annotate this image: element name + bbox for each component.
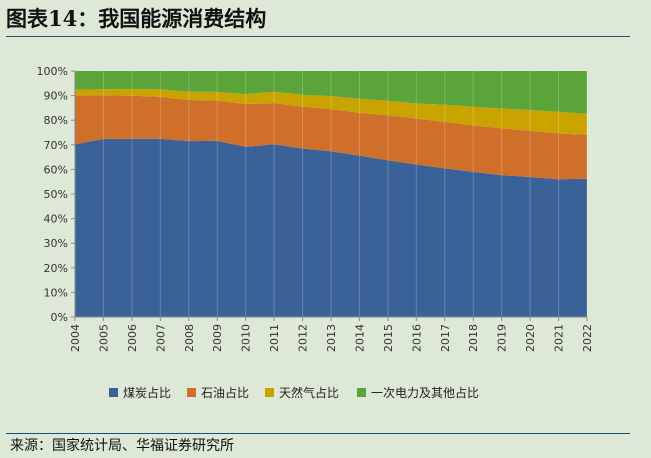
x-tick-label: 2016 (410, 324, 423, 352)
y-tick-label: 20% (44, 262, 68, 275)
area-series-3 (75, 89, 587, 135)
x-tick-label: 2022 (581, 324, 594, 352)
legend-swatch-3 (265, 388, 274, 397)
y-tick-label: 40% (44, 213, 68, 226)
x-tick-label: 2018 (467, 324, 480, 352)
area-series-1 (75, 138, 587, 317)
y-tick-label: 10% (44, 286, 68, 299)
x-tick-label: 2017 (439, 324, 452, 352)
y-tick-label: 80% (44, 114, 68, 127)
x-tick-label: 2020 (524, 324, 537, 352)
x-tick-label: 2006 (126, 324, 139, 352)
y-tick-label: 50% (44, 188, 68, 201)
x-tick-label: 2019 (496, 324, 509, 352)
page-title: 图表14：我国能源消费结构 (6, 6, 267, 31)
y-tick-label: 0% (51, 311, 68, 324)
legend-swatch-1 (109, 388, 118, 397)
y-tick-label: 100% (37, 65, 68, 78)
legend-swatch-2 (187, 388, 196, 397)
legend-label-1: 煤炭占比 (123, 385, 171, 400)
y-tick-label: 60% (44, 163, 68, 176)
x-tick-label: 2011 (268, 324, 281, 352)
y-tick-label: 70% (44, 139, 68, 152)
footer-divider (6, 433, 630, 434)
x-tick-label: 2013 (325, 324, 338, 352)
x-tick-label: 2021 (553, 324, 566, 352)
legend-label-4: 一次电力及其他占比 (371, 385, 479, 400)
x-tick-label: 2014 (353, 324, 366, 352)
energy-structure-chart: 0% 10% 20% 30% 40% 50% 60% 70% 80% 90% 100% 2004 200… (37, 65, 594, 400)
x-tick-label: 2008 (183, 324, 196, 352)
y-tick-label: 30% (44, 237, 68, 250)
x-tick-label: 2004 (69, 324, 82, 352)
y-tick-label: 90% (44, 90, 68, 103)
legend-label-2: 石油占比 (201, 385, 249, 400)
area-series-4 (75, 71, 587, 114)
x-tick-label: 2009 (211, 324, 224, 352)
title-divider (6, 36, 630, 37)
x-tick-label: 2010 (240, 324, 253, 352)
legend-swatch-4 (357, 388, 366, 397)
x-tick-label: 2012 (297, 324, 310, 352)
x-tick-label: 2005 (97, 324, 110, 352)
legend-label-3: 天然气占比 (279, 385, 339, 400)
x-tick-label: 2015 (382, 324, 395, 352)
area-series-2 (75, 95, 587, 180)
x-tick-label: 2007 (154, 324, 167, 352)
source-note: 来源：国家统计局、华福证券研究所 (10, 438, 234, 454)
